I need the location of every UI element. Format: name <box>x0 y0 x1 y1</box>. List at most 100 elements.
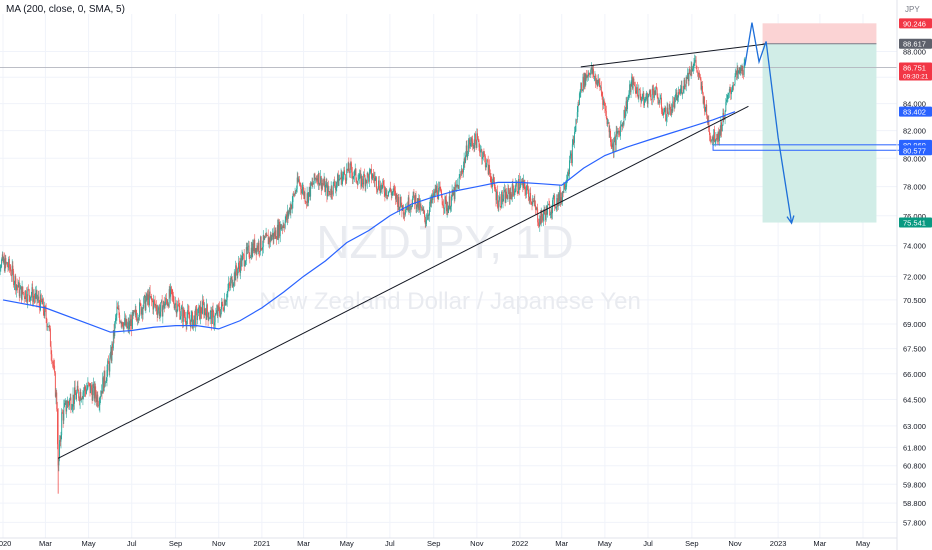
candle-body <box>59 440 61 442</box>
candle-body <box>328 191 330 192</box>
candle-body <box>81 398 83 400</box>
candle-body <box>685 76 687 87</box>
candle-body <box>68 403 70 406</box>
candle-body <box>180 308 182 317</box>
candle-body <box>60 435 62 442</box>
candle-body <box>605 108 607 111</box>
candle-body <box>475 140 477 148</box>
candle-body <box>205 312 207 320</box>
drawings[interactable] <box>57 22 795 459</box>
y-tick-label: 84.000 <box>903 100 926 109</box>
candle-body <box>474 133 476 141</box>
candle-body <box>126 319 128 328</box>
candle-body <box>570 153 572 156</box>
candle-body <box>479 146 481 153</box>
candle-body <box>645 98 647 100</box>
candle-body <box>711 137 713 140</box>
y-tick-label: 66.000 <box>903 370 926 379</box>
candle-body <box>476 133 478 148</box>
candle-body <box>341 172 343 185</box>
candle-body <box>395 190 396 200</box>
candle-body <box>254 239 256 253</box>
candle-body <box>492 177 494 183</box>
candle-body <box>18 281 20 288</box>
candle-body <box>41 300 43 305</box>
candle-body <box>389 187 391 191</box>
candle-body <box>309 187 311 197</box>
candle-body <box>21 286 23 300</box>
candle-body <box>340 172 342 179</box>
candle-body <box>609 130 611 133</box>
candle-body <box>442 204 444 206</box>
candle-body <box>25 290 27 300</box>
candle-body <box>195 308 197 310</box>
candle-body <box>35 292 36 299</box>
candle-body <box>714 141 716 143</box>
candle-body <box>400 197 402 206</box>
candle-body <box>627 96 629 100</box>
candle-body <box>262 247 264 250</box>
candle-body <box>588 72 590 77</box>
candle-body <box>210 310 212 313</box>
candle-body <box>291 204 293 209</box>
candle-body <box>120 321 122 325</box>
candle-body <box>243 254 244 255</box>
candle-body <box>51 354 53 363</box>
candle-body <box>172 294 174 296</box>
candle-body <box>716 138 718 140</box>
x-tick-label: Mar <box>297 539 310 548</box>
candle-body <box>584 73 586 86</box>
candle-body <box>248 245 250 258</box>
price-labels: 90.24688.61786.75109:30:2183.40280.96980… <box>899 18 932 228</box>
candle-body <box>658 102 660 104</box>
candle-body <box>192 312 193 329</box>
candle-body <box>427 215 429 216</box>
candle-body <box>239 266 241 273</box>
candle-body <box>189 318 191 320</box>
candle-body <box>743 73 744 75</box>
y-axis[interactable]: 57.800 58.800 59.800 60.800 61.800 63.000 64.5… <box>896 0 926 550</box>
candle-body <box>150 296 152 297</box>
candle-body <box>151 300 153 302</box>
candle-body <box>484 156 486 168</box>
candle-body <box>55 392 57 397</box>
candle-body <box>697 71 699 75</box>
candle-body <box>733 84 735 86</box>
candle-body <box>22 286 24 293</box>
candle-body <box>696 65 698 72</box>
x-tick-label: May <box>81 539 95 548</box>
candle-body <box>156 310 158 315</box>
candle-body <box>106 370 108 382</box>
candle-body <box>371 177 373 179</box>
candle-body <box>669 104 671 107</box>
candle-body <box>419 204 421 211</box>
candle-body <box>233 272 235 284</box>
candle-body <box>222 304 224 310</box>
candle-body <box>40 294 41 311</box>
position-zones[interactable] <box>0 23 906 223</box>
candle-body <box>580 83 582 94</box>
x-axis[interactable]: 2020 Mar May Jul Sep Nov 2021 Mar May Jul Sep Nov 20… <box>0 537 897 548</box>
candle-body <box>561 191 563 203</box>
candle-body <box>523 180 525 184</box>
candle-body <box>405 209 407 211</box>
candle-body <box>233 283 235 286</box>
candle-body <box>123 322 125 329</box>
candle-body <box>118 308 120 316</box>
x-tick-label: May <box>856 539 870 548</box>
candle-body <box>683 80 685 90</box>
candle-body <box>225 301 227 306</box>
candle-body <box>646 92 648 99</box>
candle-body <box>625 101 627 112</box>
candle-body <box>158 307 160 311</box>
candle-body <box>302 187 304 190</box>
candle-body <box>567 172 569 178</box>
candle-body <box>718 129 720 141</box>
candle-body <box>595 75 597 84</box>
candle-body <box>351 165 353 173</box>
candle-body <box>47 326 49 328</box>
candle-body <box>52 362 54 366</box>
candle-body <box>235 265 237 281</box>
candle-body <box>560 197 562 202</box>
